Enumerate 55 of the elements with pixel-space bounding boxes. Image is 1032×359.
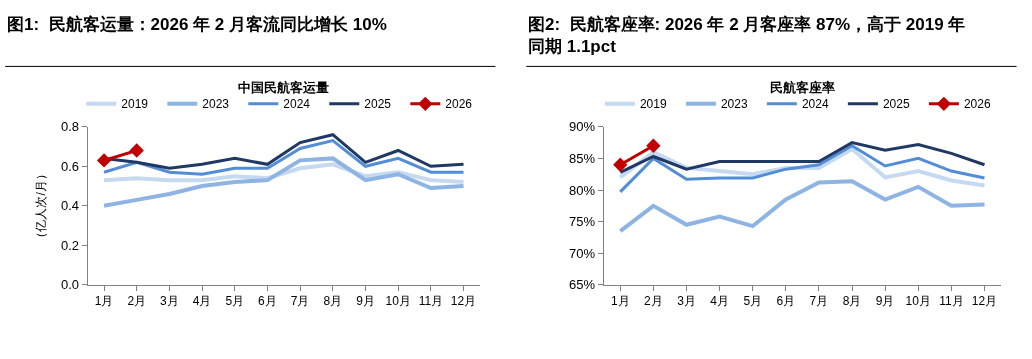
x-tick-label: 10月	[385, 294, 411, 309]
legend-label: 2019	[639, 97, 667, 112]
x-tick-label: 4月	[710, 294, 729, 309]
x-tick-label: 3月	[160, 294, 179, 309]
chart-title: 图1: 民航客运量：2026 年 2 月客流同比增长 10%	[7, 15, 387, 34]
x-tick-label: 8月	[842, 294, 862, 309]
x-tick-label: 7月	[809, 294, 829, 309]
x-tick-label: 6月	[258, 294, 277, 309]
x-tick-label: 11月	[418, 294, 444, 309]
legend-label: 2025	[882, 97, 910, 112]
legend-label: 2019	[121, 97, 149, 112]
y-tick-label: 65%	[569, 277, 596, 293]
x-tick-label: 2月	[644, 294, 663, 309]
x-tick-label: 2月	[127, 294, 147, 309]
chart-subtitle: 中国民航客运量	[238, 80, 329, 95]
y-tick-label: 75%	[569, 214, 596, 230]
legend-label: 2023	[202, 97, 230, 112]
x-tick-label: 1月	[610, 294, 630, 309]
line-series	[102, 156, 466, 208]
line-series	[618, 144, 986, 194]
x-tick-label: 9月	[356, 294, 375, 309]
x-tick-label: 9月	[875, 294, 895, 309]
x-tick-label: 5月	[225, 294, 245, 309]
x-tick-label: 5月	[743, 294, 763, 309]
x-tick-label: 10月	[905, 294, 931, 309]
legend-label: 2026	[445, 97, 473, 112]
x-tick-label: 1月	[94, 294, 114, 309]
y-tick-label: 0.8	[61, 119, 80, 135]
x-tick-label: 8月	[323, 294, 343, 309]
x-tick-label: 6月	[776, 294, 796, 309]
chart-subtitle: 民航客座率	[770, 80, 835, 95]
legend-label: 2024	[801, 97, 829, 112]
x-tick-label: 11月	[939, 294, 964, 309]
y-tick-label: 0.0	[61, 277, 80, 293]
y-tick-label: 0.2	[61, 237, 80, 253]
chart-title: 图2: 民航客座率: 2026 年 2 月客座率 87%，高于 2019 年同期 1.1pct	[528, 15, 966, 57]
y-tick-label: 70%	[569, 245, 596, 261]
x-tick-label: 4月	[192, 294, 212, 309]
line-series	[102, 139, 466, 176]
x-tick-label: 12月	[450, 294, 477, 309]
x-tick-label: 3月	[677, 294, 696, 309]
legend-label: 2024	[283, 97, 311, 112]
legend-label: 2026	[963, 97, 991, 112]
y-tick-label: 85%	[569, 150, 596, 166]
y-tick-label: 0.4	[61, 198, 80, 214]
y-axis-title: （亿人次/月）	[34, 168, 49, 244]
legend-label: 2023	[720, 97, 748, 112]
y-tick-label: 80%	[569, 182, 596, 198]
line-series	[618, 179, 987, 234]
legend-label: 2025	[364, 97, 392, 112]
x-tick-label: 7月	[290, 294, 310, 309]
line-series	[102, 162, 466, 185]
y-tick-label: 0.6	[61, 158, 80, 174]
x-tick-label: 12月	[971, 294, 998, 309]
y-tick-label: 90%	[569, 119, 596, 135]
